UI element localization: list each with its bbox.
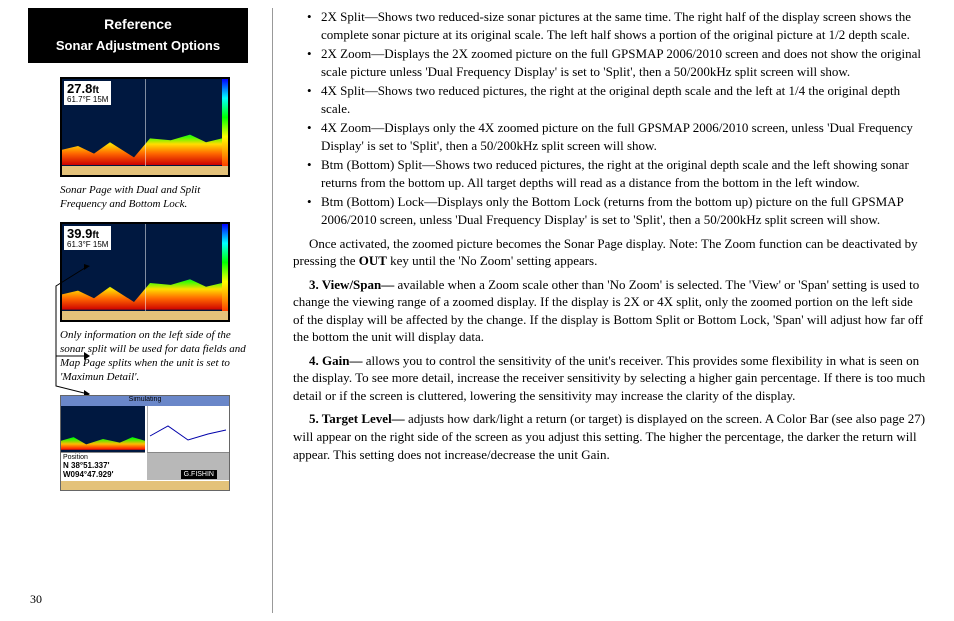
caption-1: Sonar Page with Dual and Split Frequency… (60, 183, 248, 212)
column-divider (272, 8, 273, 613)
bullet-list: 2X Split—Shows two reduced-size sonar pi… (293, 8, 926, 229)
bullet-item: 4X Zoom—Displays only the 4X zoomed pict… (321, 119, 926, 154)
zoom-note-post: key until the 'No Zoom' setting appears. (387, 253, 597, 268)
coords-west: W094°47.929' (63, 470, 143, 479)
caption-2-text: Only information on the left side of the… (60, 329, 246, 384)
bullet-item: 4X Split—Shows two reduced pictures, the… (321, 82, 926, 117)
depth-sub-2: 61.3°F 15M (67, 241, 108, 249)
depth-sub-1: 61.7°F 15M (67, 96, 108, 104)
zoom-note: Once activated, the zoomed picture becom… (293, 235, 926, 270)
header-subtitle: Sonar Adjustment Options (32, 38, 244, 53)
sonar-screenshot-2: 39.9ft 61.3°F 15M (60, 222, 230, 322)
page-number: 30 (30, 592, 42, 607)
depth-readout-2: 39.9ft 61.3°F 15M (64, 226, 111, 250)
bullet-item: Btm (Bottom) Split—Shows two reduced pic… (321, 156, 926, 191)
section-4-label: 4. Gain— (309, 353, 362, 368)
depth-readout-1: 27.8ft 61.7°F 15M (64, 81, 111, 105)
sonar-screenshot-1: 27.8ft 61.7°F 15M (60, 77, 230, 177)
section-3-label: 3. View/Span— (309, 277, 394, 292)
bullet-item: 2X Split—Shows two reduced-size sonar pi… (321, 8, 926, 43)
caption-2: Only information on the left side of the… (60, 328, 248, 385)
chart-line-icon (148, 406, 229, 454)
zoom-note-bold: OUT (359, 253, 387, 268)
header-title: Reference (32, 16, 244, 32)
bullet-item: 2X Zoom—Displays the 2X zoomed picture o… (321, 45, 926, 80)
section-header: Reference Sonar Adjustment Options (28, 8, 248, 63)
sim-screenshot: Simulating Position N 38°51.337' W094°47… (60, 395, 230, 491)
position-label: Position (63, 454, 143, 461)
position-panel: Position N 38°51.337' W094°47.929' (61, 452, 145, 480)
sim-top-label: Simulating (61, 396, 229, 406)
gfishin-tag: G.FISHIN (181, 470, 217, 479)
depth-unit-2: ft (92, 230, 99, 241)
section-4-text: allows you to control the sensitivity of… (293, 353, 925, 403)
depth-value-1: 27.8 (67, 81, 92, 96)
coords-north: N 38°51.337' (63, 461, 143, 470)
section-4: 4. Gain— allows you to control the sensi… (293, 352, 926, 405)
depth-value-2: 39.9 (67, 226, 92, 241)
bullet-item: Btm (Bottom) Lock—Displays only the Bott… (321, 193, 926, 228)
section-3: 3. View/Span— available when a Zoom scal… (293, 276, 926, 346)
section-5: 5. Target Level— adjusts how dark/light … (293, 410, 926, 463)
section-5-label: 5. Target Level— (309, 411, 405, 426)
